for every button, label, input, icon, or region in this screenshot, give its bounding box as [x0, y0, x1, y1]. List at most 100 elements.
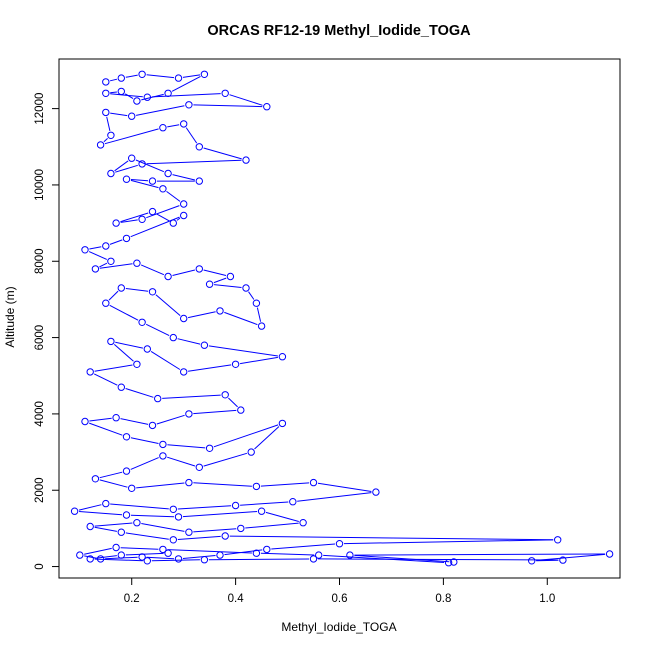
data-point — [128, 112, 136, 120]
data-point — [128, 484, 136, 492]
series-segment — [130, 437, 159, 444]
series-segment — [89, 417, 112, 422]
series-segment — [176, 217, 181, 221]
series-segment — [94, 526, 117, 532]
series-segment — [265, 511, 299, 522]
series-segment — [110, 112, 128, 117]
data-point — [169, 219, 178, 227]
series-segment — [146, 205, 180, 219]
series-segment — [156, 414, 185, 425]
data-point — [195, 177, 204, 185]
data-point — [247, 448, 255, 456]
data-point — [112, 414, 120, 422]
y-tick-label: 10000 — [34, 169, 46, 201]
series-segment — [229, 94, 263, 106]
series-segment — [110, 93, 143, 98]
data-point — [117, 74, 126, 82]
data-point — [559, 556, 567, 564]
x-tick-label: 0.2 — [124, 593, 140, 605]
series-segment — [185, 127, 198, 144]
data-point — [138, 318, 146, 326]
data-point — [315, 551, 323, 559]
series-segment — [135, 159, 165, 173]
data-point — [309, 555, 318, 563]
data-point — [122, 175, 131, 183]
series-segment — [182, 74, 201, 78]
series-segment — [125, 532, 169, 540]
data-point — [289, 498, 297, 506]
series-segment — [203, 147, 242, 160]
series-segment — [354, 553, 606, 556]
series-segment — [120, 418, 149, 425]
series-segment — [108, 290, 119, 301]
series-segment — [94, 364, 133, 372]
series-segment — [84, 555, 97, 559]
series-segment — [171, 75, 201, 92]
data-point — [195, 265, 204, 273]
data-point — [335, 540, 344, 548]
data-point — [133, 259, 141, 267]
series-segment — [120, 219, 138, 223]
data-point — [117, 284, 126, 292]
series-segment — [182, 555, 216, 559]
chart-title: ORCAS RF12-19 Methyl_Iodide_TOGA — [207, 23, 471, 39]
data-point — [107, 169, 115, 178]
data-point — [117, 551, 126, 559]
data-point — [154, 394, 162, 403]
data-point — [102, 108, 110, 117]
data-point — [174, 74, 183, 82]
series-segment — [193, 482, 252, 487]
data-point — [143, 93, 152, 101]
data-point — [159, 440, 167, 449]
data-point — [180, 120, 188, 128]
series-segment — [141, 523, 185, 532]
series-segment — [93, 373, 118, 386]
series-segment — [109, 239, 123, 245]
data-point — [169, 333, 178, 342]
data-point — [102, 499, 110, 508]
data-point — [159, 452, 167, 460]
series-segment — [146, 74, 175, 79]
x-axis-label: Methyl_Iodide_TOGA — [281, 620, 396, 634]
series-segment — [156, 213, 170, 222]
data-point — [86, 555, 94, 563]
series-segment — [94, 558, 143, 562]
series-segment — [172, 174, 196, 181]
data-point — [180, 368, 188, 376]
series-segment — [166, 190, 181, 202]
series-segment — [317, 482, 372, 492]
data-point — [278, 353, 287, 361]
data-point — [299, 519, 307, 527]
y-tick-label: 2000 — [34, 477, 46, 503]
data-point — [122, 511, 131, 519]
data-point — [102, 78, 110, 86]
series-segment — [136, 105, 185, 116]
series-segment — [125, 288, 149, 292]
series-segment — [114, 160, 129, 172]
data-point — [200, 341, 209, 349]
data-point — [102, 89, 110, 98]
data-point — [138, 553, 146, 561]
series-segment — [103, 138, 108, 143]
series-segment — [187, 311, 216, 319]
data-point — [133, 519, 141, 527]
y-tick-label: 6000 — [34, 325, 46, 351]
data-point — [257, 507, 266, 515]
data-point — [148, 288, 157, 296]
series-segment — [228, 397, 238, 408]
series-segment — [130, 179, 159, 189]
data-point — [185, 478, 193, 487]
data-point — [237, 524, 245, 533]
series-segment — [130, 514, 175, 518]
y-tick-label: 12000 — [34, 93, 46, 125]
series-segment — [115, 341, 144, 349]
series-segment — [167, 124, 180, 128]
series-segment — [94, 522, 133, 527]
data-point — [81, 246, 89, 254]
series-segment — [213, 424, 279, 448]
data-point — [112, 219, 120, 227]
data-point — [117, 383, 126, 391]
data-point — [205, 444, 214, 452]
data-point — [278, 419, 287, 428]
